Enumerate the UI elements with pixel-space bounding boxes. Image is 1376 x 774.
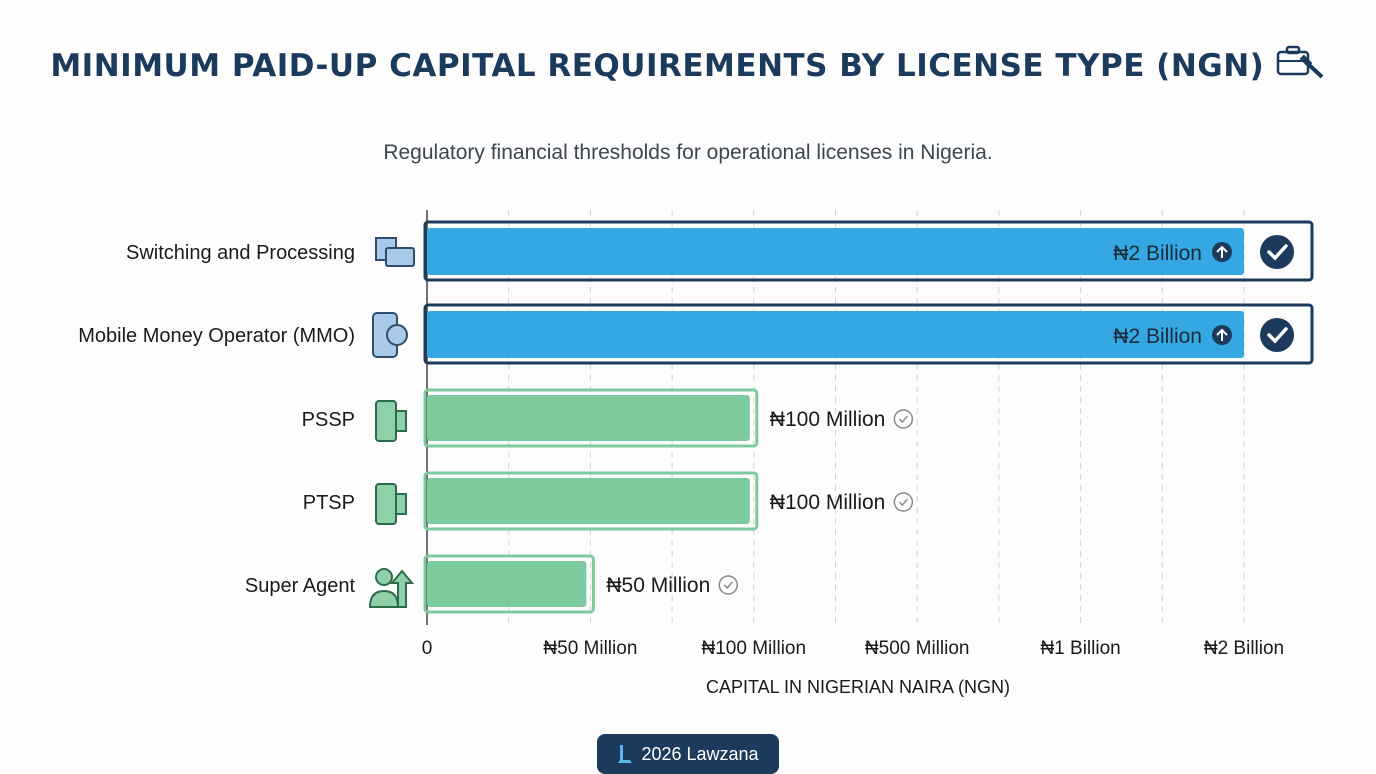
data-label: ₦2 Billion (1113, 242, 1202, 265)
icon-part (368, 589, 400, 608)
x-tick-label: ₦1 Billion (1040, 638, 1120, 659)
icon-part (386, 324, 408, 346)
check-circle-icon (718, 575, 739, 595)
bar (427, 311, 1244, 358)
category-label: PSSP (302, 409, 355, 431)
highlight-frame (423, 303, 1314, 365)
lawzana-logo-icon (618, 745, 633, 763)
icon-part (395, 410, 407, 432)
bar-frame (423, 388, 759, 448)
mobile-money-icon (372, 312, 408, 358)
bar (427, 561, 587, 607)
bar-frame (423, 554, 595, 614)
bar (427, 228, 1244, 275)
check-circle-icon (1260, 235, 1294, 269)
category-label: Super Agent (245, 575, 356, 597)
x-tick-label: ₦2 Billion (1204, 638, 1284, 659)
icon-part (385, 247, 415, 267)
category-label: Mobile Money Operator (MMO) (78, 325, 355, 347)
icon-part (375, 568, 393, 586)
data-label: ₦50 Million (606, 574, 710, 597)
check-circle-icon (893, 492, 914, 512)
chart-title: MINIMUM PAID-UP CAPITAL REQUIREMENTS BY … (0, 44, 1376, 87)
check-circle-icon (898, 415, 908, 424)
check-circle-icon (898, 498, 908, 507)
x-axis-label: CAPITAL IN NIGERIAN NAIRA (NGN) (706, 677, 1010, 697)
check-circle-icon (1267, 327, 1288, 344)
bar (427, 395, 750, 441)
category-label: PTSP (303, 492, 355, 514)
check-circle-icon (1267, 244, 1288, 261)
arrow-up-icon (1216, 245, 1228, 258)
x-tick-label: ₦50 Million (543, 638, 637, 659)
x-tick-label: ₦100 Million (702, 638, 807, 659)
icon-part (395, 493, 407, 515)
check-circle-icon (1260, 318, 1294, 352)
pos-receipt-terminal-icon (375, 483, 407, 525)
pos-terminal-icon (375, 400, 407, 442)
copyright-badge: 2026 Lawzana (597, 734, 779, 774)
icon-part (375, 400, 397, 442)
x-tick-label: ₦500 Million (865, 638, 970, 659)
bar-chart: 0 ₦50 Million ₦100 Million ₦500 Million ₦1 B… (78, 210, 1314, 697)
icon-part (375, 483, 397, 525)
badge-text: 2026 Lawzana (641, 743, 759, 764)
chart-subtitle: Regulatory financial thresholds for oper… (383, 141, 993, 164)
bar (427, 478, 750, 524)
data-label: ₦2 Billion (1113, 325, 1202, 348)
icon-part (389, 569, 415, 608)
arrow-up-icon (1216, 328, 1228, 341)
briefcase-gavel-icon (1276, 45, 1324, 79)
data-label: ₦100 Million (770, 491, 886, 514)
chip-card-icon (375, 237, 415, 267)
check-circle-icon (893, 409, 914, 429)
check-circle-icon (723, 581, 733, 590)
data-label: ₦100 Million (770, 408, 886, 431)
highlight-frame (423, 220, 1314, 282)
bar-frame (423, 471, 759, 531)
agent-growth-icon (368, 568, 415, 608)
x-tick-label: 0 (422, 638, 433, 659)
category-label: Switching and Processing (126, 242, 355, 264)
